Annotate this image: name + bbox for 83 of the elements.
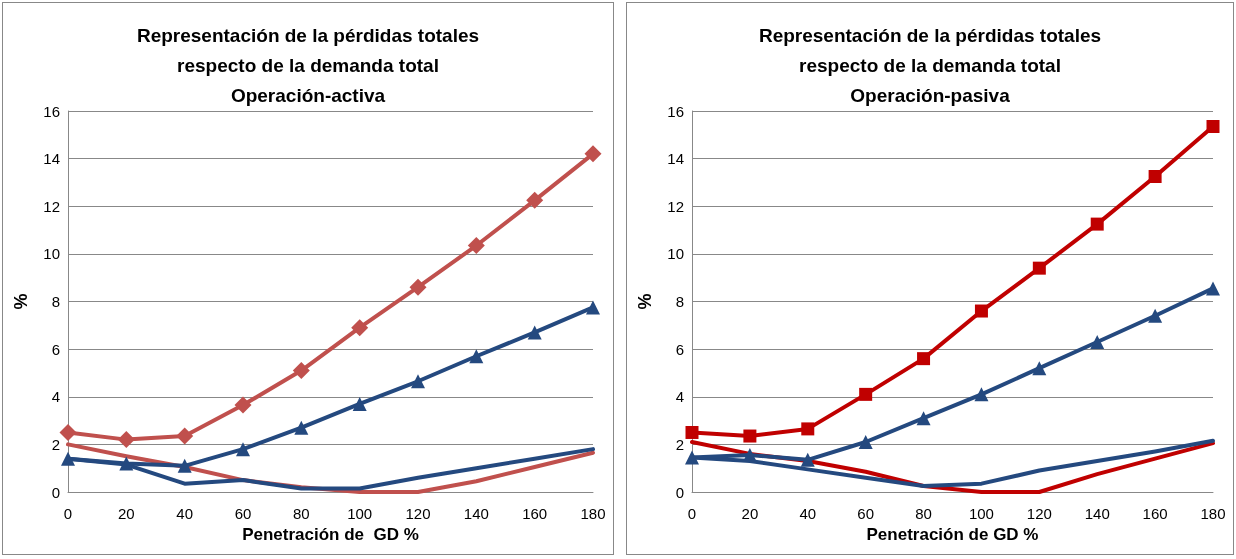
x-tick-label: 120	[1026, 505, 1052, 522]
x-tick-label: 80	[915, 505, 932, 522]
point	[1206, 281, 1220, 296]
chart-title: Representación de la pérdidas totales respecto de la demanda total Operación-pasiva	[758, 24, 1102, 106]
point	[467, 237, 485, 255]
point	[685, 425, 699, 439]
point	[352, 396, 367, 411]
y-tick-label: 6	[675, 340, 684, 358]
x-tick-label: 160	[1142, 505, 1168, 522]
x-tick-label: 60	[234, 505, 252, 522]
point	[527, 325, 542, 340]
point	[586, 300, 600, 315]
point	[1148, 169, 1162, 183]
y-tick-label: 2	[675, 435, 684, 453]
y-tick-label: 4	[51, 388, 60, 406]
y-tick-label: 16	[667, 102, 684, 120]
x-tick-label: 20	[741, 505, 759, 522]
x-tick-label: 100	[347, 505, 373, 522]
y-tick-label: 0	[675, 483, 684, 501]
y-axis-title: %	[635, 293, 655, 310]
y-tick-label: 4	[675, 388, 684, 406]
point	[858, 434, 873, 449]
y-tick-label: 8	[51, 293, 60, 310]
x-tick-label: 0	[63, 505, 73, 522]
y-tick-label: 12	[667, 197, 684, 215]
point	[974, 387, 989, 402]
y-tick-label: 14	[667, 150, 684, 168]
point	[974, 304, 988, 318]
point	[859, 387, 873, 401]
point	[236, 442, 250, 457]
y-tick-label: 12	[43, 197, 60, 215]
point	[292, 362, 310, 380]
y-tick-label: 8	[675, 293, 684, 310]
point	[743, 429, 757, 443]
x-axis-title: Penetración de GD %	[866, 524, 1039, 544]
chart-title: Representación de la pérdidas totales respecto de la demanda total Operación-activa	[136, 24, 480, 106]
x-axis-title: Penetración de GD %	[242, 524, 419, 544]
x-tick-label: 140	[463, 505, 489, 522]
y-tick-label: 10	[667, 245, 684, 263]
point	[584, 145, 602, 163]
point	[351, 319, 369, 337]
point	[800, 452, 815, 467]
point	[61, 451, 75, 466]
x-tick-label: 140	[1084, 505, 1110, 522]
point	[234, 396, 252, 414]
point	[1090, 217, 1104, 231]
y-tick-label: 6	[51, 340, 60, 358]
y-axis-title: %	[11, 293, 31, 310]
x-tick-label: 180	[580, 505, 606, 522]
point	[1032, 261, 1046, 275]
y-tick-label: 10	[43, 245, 60, 263]
point	[1090, 334, 1105, 349]
x-tick-label: 160	[522, 505, 548, 522]
x-tick-label: 100	[968, 505, 994, 522]
point	[59, 423, 77, 441]
point	[119, 456, 134, 471]
point	[176, 427, 194, 445]
x-tick-label: 180	[1200, 505, 1226, 522]
y-tick-label: 16	[43, 102, 60, 120]
point	[526, 191, 544, 209]
y-tick-label: 2	[51, 435, 60, 453]
x-tick-label: 20	[117, 505, 135, 522]
point	[411, 374, 425, 389]
point	[409, 278, 427, 296]
x-tick-label: 120	[405, 505, 431, 522]
point	[1206, 119, 1220, 133]
point	[1148, 308, 1163, 323]
point	[916, 411, 931, 426]
y-tick-label: 14	[43, 150, 60, 168]
point	[801, 422, 815, 436]
point	[117, 431, 135, 449]
point	[294, 420, 309, 435]
point	[685, 450, 699, 465]
point	[917, 352, 931, 366]
x-tick-label: 40	[799, 505, 817, 522]
x-tick-label: 40	[176, 505, 194, 522]
y-tick-label: 0	[51, 483, 60, 501]
x-tick-label: 0	[687, 505, 697, 522]
point	[469, 349, 484, 364]
point	[177, 458, 192, 473]
x-tick-label: 60	[857, 505, 875, 522]
x-tick-label: 80	[292, 505, 310, 522]
point	[1032, 361, 1047, 376]
